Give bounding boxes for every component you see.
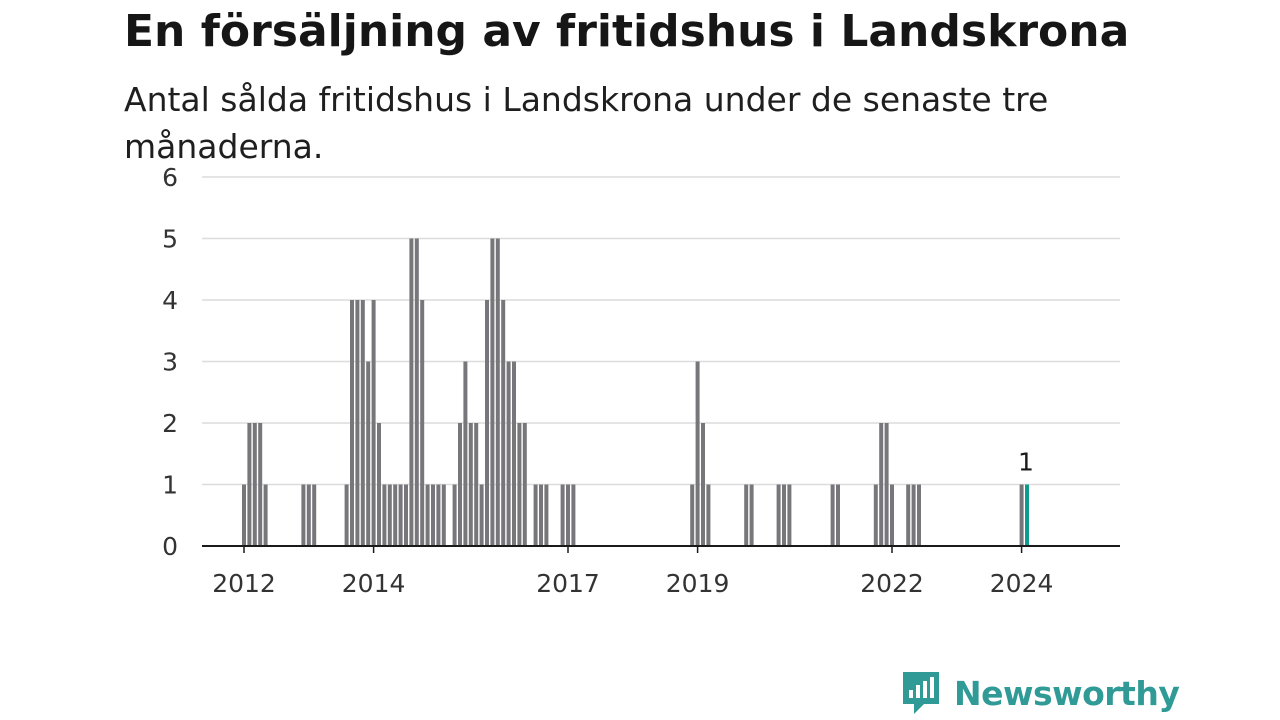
bar [533,484,538,546]
y-tick-label: 1 [162,471,178,500]
bar [420,300,425,546]
x-tick-label: 2012 [212,569,276,598]
bar [393,484,398,546]
bar [344,484,349,546]
bar [371,300,376,546]
bar [749,484,754,546]
bar [776,484,781,546]
bar [495,238,500,546]
bar [571,484,576,546]
bar [830,484,835,546]
y-tick-label: 0 [162,532,178,561]
bar [404,484,408,546]
bar [782,484,786,546]
logo-wordmark: Newsworthy [954,673,1180,713]
bar [890,484,894,546]
bar [301,484,306,546]
bar [312,484,317,546]
bar [911,484,916,546]
bar [360,300,365,546]
bar [382,484,387,546]
bar [474,423,479,546]
bar [366,361,371,546]
bar [512,361,516,546]
y-tick-label: 4 [162,286,178,315]
annotations: 1 [1018,448,1034,477]
bar [458,423,462,546]
bar [884,423,889,546]
bar [436,484,441,546]
newsworthy-logo: Newsworthy [900,668,1180,718]
bar [879,423,884,546]
bar [706,484,711,546]
bar [479,484,484,546]
x-tick-label: 2022 [860,569,924,598]
bar [441,484,446,546]
bar [452,484,457,546]
bar [468,423,473,546]
x-axis-tick-labels: 2012 2014 2017 2019 2022 2024 [212,546,1053,598]
bar [431,484,435,546]
bar [355,300,360,546]
bar [252,423,257,546]
x-tick-label: 2017 [536,569,600,598]
newsworthy-chart-bubble-icon [903,672,939,714]
bar [490,238,495,546]
latest-value-label: 1 [1018,448,1034,477]
bar [377,423,381,546]
y-tick-label: 3 [162,348,178,377]
y-tick-label: 5 [162,225,178,254]
bar [873,484,878,546]
bar-latest [1025,484,1029,546]
y-tick-label: 6 [162,163,178,192]
bar [258,423,263,546]
bar [306,484,311,546]
bar [425,484,430,546]
bar [350,300,354,546]
bar [501,300,506,546]
bar [247,423,252,546]
bar [690,484,695,546]
bar [744,484,749,546]
y-tick-label: 2 [162,409,178,438]
gridlines [202,176,1120,486]
bar [522,423,527,546]
bar [387,484,392,546]
bar [463,361,468,546]
bar [1019,484,1024,546]
bar [242,484,246,546]
bar [787,484,792,546]
bar [263,484,268,546]
x-tick-label: 2019 [666,569,730,598]
bar [485,300,489,546]
y-axis-tick-labels: 0 1 2 3 4 5 6 [162,163,178,561]
chart-subtitle: Antal sålda fritidshus i Landskrona unde… [124,80,1049,166]
bar [906,484,911,546]
bar [566,484,570,546]
bar [539,484,543,546]
bar [409,238,414,546]
bar [560,484,565,546]
bar [836,484,840,546]
chart-title: En försäljning av fritidshus i Landskron… [124,6,1130,57]
bar [414,238,419,546]
x-tick-label: 2024 [990,569,1054,598]
bar [917,484,921,546]
bar [544,484,549,546]
x-tick-label: 2014 [342,569,406,598]
bar [695,361,700,546]
bar [517,423,522,546]
bars [242,238,1029,546]
bar [398,484,403,546]
bar [506,361,511,546]
bar [701,423,705,546]
